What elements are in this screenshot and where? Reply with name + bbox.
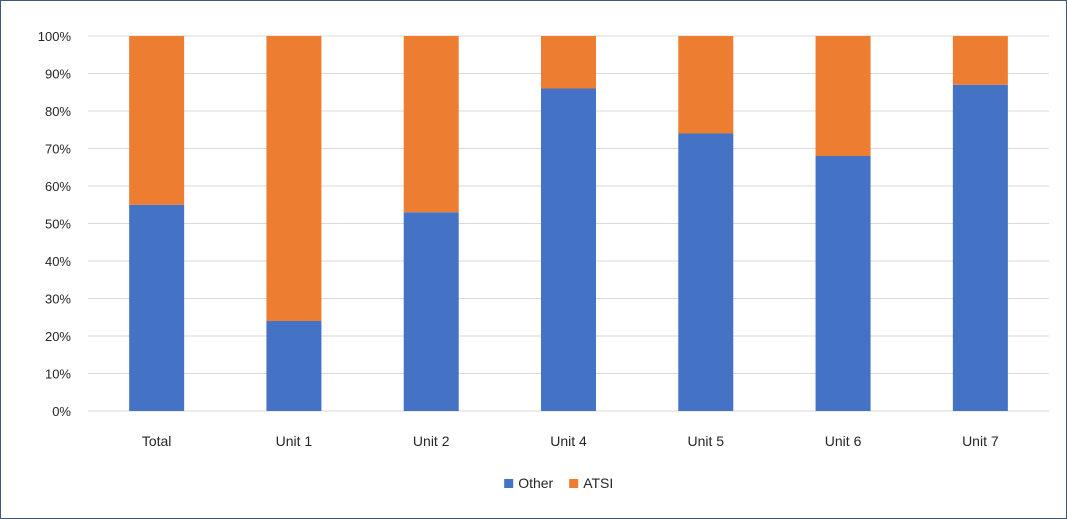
x-category-label: Unit 5 xyxy=(687,433,724,449)
y-tick-label: 10% xyxy=(45,367,71,382)
bar-other-unit-5 xyxy=(678,133,734,411)
legend: Other ATSI xyxy=(504,475,613,491)
y-tick-label: 70% xyxy=(45,142,71,157)
bar-other-unit-4 xyxy=(541,88,596,411)
y-tick-label: 100% xyxy=(38,29,72,44)
bar-atsi-unit-6 xyxy=(815,36,871,156)
y-tick-label: 30% xyxy=(45,292,71,307)
bar-other-unit-7 xyxy=(952,84,1008,411)
bar-atsi-unit-4 xyxy=(541,36,596,89)
bar-atsi-unit-5 xyxy=(678,36,734,134)
x-category-label: Unit 7 xyxy=(962,433,999,449)
y-tick-label: 90% xyxy=(45,67,71,82)
bar-atsi-unit-7 xyxy=(952,36,1008,85)
bar-atsi-total xyxy=(129,36,185,205)
bar-atsi-unit-1 xyxy=(266,36,322,321)
y-tick-label: 50% xyxy=(45,217,71,232)
y-axis-tick-labels: 0% 10% 20% 30% 40% 50% 60% 70% 80% 90% 100% xyxy=(38,29,72,419)
bars xyxy=(129,36,1008,411)
x-category-label: Unit 1 xyxy=(276,433,313,449)
x-category-label: Unit 2 xyxy=(413,433,450,449)
bar-other-unit-2 xyxy=(403,212,459,411)
y-tick-label: 80% xyxy=(45,104,71,119)
x-category-label: Total xyxy=(142,433,172,449)
legend-swatch-atsi xyxy=(569,479,579,488)
legend-label-atsi: ATSI xyxy=(583,475,613,491)
x-category-label: Unit 6 xyxy=(825,433,862,449)
bar-other-unit-1 xyxy=(266,321,322,411)
legend-swatch-other xyxy=(504,479,514,488)
bar-other-unit-6 xyxy=(815,156,871,411)
y-tick-label: 40% xyxy=(45,254,71,269)
y-tick-label: 60% xyxy=(45,179,71,194)
x-category-label: Unit 4 xyxy=(550,433,587,449)
legend-label-other: Other xyxy=(518,475,553,491)
y-tick-label: 0% xyxy=(52,404,71,419)
y-tick-label: 20% xyxy=(45,329,71,344)
x-axis-category-labels: Total Unit 1 Unit 2 Unit 4 Unit 5 Unit 6 Unit … xyxy=(142,433,999,449)
bar-atsi-unit-2 xyxy=(403,36,459,213)
bar-other-total xyxy=(129,204,185,411)
